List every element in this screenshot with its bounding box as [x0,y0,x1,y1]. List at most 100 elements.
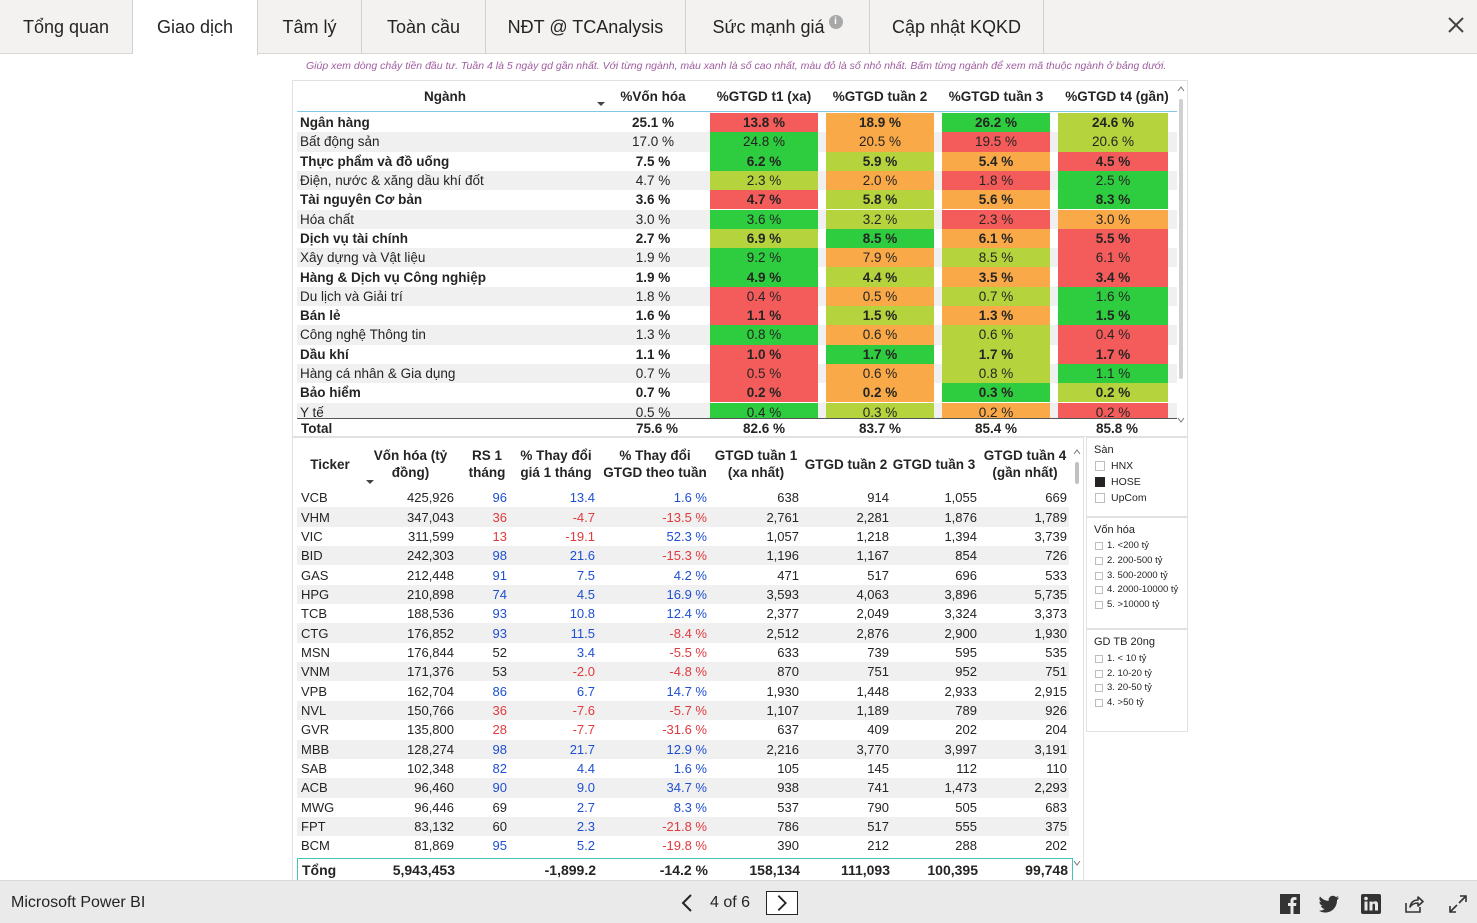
sort-desc-icon[interactable] [596,101,606,107]
sector-row[interactable]: Du lịch và Giải trí 1.8 % 0.4 % 0.5 % 0.7 % 1… [297,286,1177,306]
slicer-item-hose[interactable]: HOSE [1095,476,1141,488]
checkbox[interactable] [1095,541,1103,550]
table-row[interactable]: HPG 210,898 74 4.5 16.9 % 3,593 4,063 3,896 5,73… [297,584,1069,605]
table-row[interactable]: VPB 162,704 86 6.7 14.7 % 1,930 1,448 2,933 2,91… [297,682,1069,701]
sector-row[interactable]: Điện, nước & xăng dầu khí đốt 4.7 % 2.3 % 2… [297,170,1177,191]
col-header-pct-gia[interactable]: % Thay đổi giá 1 tháng [520,448,592,480]
cell-gtgd-t3: 854 [955,548,977,564]
checkbox[interactable] [1095,493,1105,503]
sector-row[interactable]: Dầu khí 1.1 % 1.0 % 1.7 % 1.7 % 1.7 % [297,344,1177,364]
sector-row[interactable]: Công nghệ Thông tin 1.3 % 0.8 % 0.6 % 0.6 % 0… [297,325,1177,345]
slicer-item[interactable]: 3. 20-50 tỷ [1095,682,1152,693]
checkbox[interactable] [1095,654,1103,663]
col-header-gtgd-t2[interactable]: GTGD tuần 2 [804,456,888,472]
checkbox-checked[interactable] [1095,477,1105,487]
col-header-ticker[interactable]: Ticker [310,456,350,472]
chevron-right-icon[interactable] [766,891,798,915]
slicer-item-label: 3. 20-50 tỷ [1107,682,1152,693]
sector-row[interactable]: Dịch vụ tài chính 2.7 % 6.9 % 8.5 % 6.1 % 5.5… [297,228,1177,249]
slicer-item[interactable]: 3. 500-2000 tỷ [1095,570,1168,581]
slicer-item[interactable]: 4. 2000-10000 tỷ [1095,584,1178,595]
fullscreen-icon[interactable] [1447,893,1469,915]
tab-cap-nhat-kqkd[interactable]: Cập nhật KQKD [870,0,1044,54]
col-header-nganh[interactable]: Ngành [424,88,466,104]
sector-row[interactable]: Hàng cá nhân & Gia dụng 0.7 % 0.5 % 0.6 % 0.… [297,363,1177,384]
checkbox[interactable] [1095,571,1103,580]
table-row[interactable]: BID 242,303 98 21.6 -15.3 % 1,196 1,167 854 726 [297,546,1069,566]
gtgd-cell-t2: 3.2 % [826,209,934,229]
tab-tong-quan[interactable]: Tổng quan [0,0,133,54]
table-row[interactable]: SAB 102,348 82 4.4 1.6 % 105 145 112 110 [297,759,1069,778]
sort-desc-icon[interactable] [365,479,375,485]
slicer-item[interactable]: 5. >10000 tỷ [1095,599,1160,610]
table-row[interactable]: VCB 425,926 96 13.4 1.6 % 638 914 1,055 669 [297,488,1069,507]
checkbox[interactable] [1095,600,1103,609]
sector-von-hoa: 1.6 % [635,308,671,324]
table-row[interactable]: FPT 83,132 60 2.3 -21.8 % 786 517 555 375 [297,816,1069,837]
checkbox[interactable] [1095,669,1103,678]
sector-row[interactable]: Bảo hiểm 0.7 % 0.2 % 0.2 % 0.3 % 0.2 % [297,383,1177,403]
table-row[interactable]: BCM 81,869 95 5.2 -19.8 % 390 212 288 202 [297,836,1069,855]
col-header-t3[interactable]: %GTGD tuần 3 [948,88,1044,104]
col-header-gtgd-t1[interactable]: GTGD tuần 1 (xa nhất) [714,448,798,480]
tab-tam-ly[interactable]: Tâm lý [258,0,362,54]
table-row[interactable]: ACB 96,460 90 9.0 34.7 % 938 741 1,473 2,293 [297,778,1069,798]
col-header-pct-gtgd[interactable]: % Thay đổi GTGD theo tuần [603,448,707,480]
table-row[interactable]: MSN 176,844 52 3.4 -5.5 % 633 739 595 535 [297,643,1069,662]
table-row[interactable]: NVL 150,766 36 -7.6 -5.7 % 1,107 1,189 789 926 [297,700,1069,721]
checkbox[interactable] [1095,585,1103,594]
table-row[interactable]: CTG 176,852 93 11.5 -8.4 % 2,512 2,876 2,900 1,9… [297,623,1069,643]
col-header-gtgd-t4[interactable]: GTGD tuần 4 (gần nhất) [983,448,1067,480]
checkbox[interactable] [1095,698,1103,707]
slicer-item[interactable]: 2. 200-500 tỷ [1095,555,1162,566]
sector-row[interactable]: Hàng & Dịch vụ Công nghiệp 1.9 % 4.9 % 4.4 … [297,267,1177,287]
table-row[interactable]: MWG 96,446 69 2.7 8.3 % 537 790 505 683 [297,798,1069,817]
slicer-item[interactable]: 1. < 10 tỷ [1095,653,1146,664]
matrix-scrollbar[interactable] [1177,85,1185,425]
share-icon[interactable] [1403,893,1425,915]
col-header-von-hoa[interactable]: %Vốn hóa [620,88,686,104]
col-header-von-hoa[interactable]: Vốn hóa (tỷ đồng) [373,448,448,480]
table-row[interactable]: GVR 135,800 28 -7.7 -31.6 % 637 409 202 204 [297,720,1069,739]
sector-row[interactable]: Tài nguyên Cơ bản 3.6 % 4.7 % 5.8 % 5.6 % 8.3… [297,190,1177,210]
sector-row[interactable]: Bất động sản 17.0 % 24.8 % 20.5 % 19.5 % 20.6… [297,132,1177,152]
sector-row[interactable]: Hóa chất 3.0 % 3.6 % 3.2 % 2.3 % 3.0 % [297,209,1177,229]
checkbox[interactable] [1095,556,1103,565]
sector-row[interactable]: Xây dựng và Vật liệu 1.9 % 9.2 % 7.9 % 8.5 %… [297,248,1177,268]
slicer-item[interactable]: 4. >50 tỷ [1095,697,1144,708]
col-header-t4[interactable]: %GTGD t4 (gần) [1065,88,1169,104]
tab-ndt-tcanalysis[interactable]: NĐT @ TCAnalysis [486,0,686,54]
chevron-left-icon[interactable] [676,891,700,915]
tab-suc-manh-gia[interactable]: Sức mạnh giá i [686,0,870,54]
table-row[interactable]: VHM 347,043 36 -4.7 -13.5 % 2,761 2,281 1,876 1,… [297,507,1069,527]
table-row[interactable]: VIC 311,599 13 -19.1 52.3 % 1,057 1,218 1,394 3,… [297,527,1069,546]
col-header-rs[interactable]: RS 1 tháng [468,448,506,480]
facebook-icon[interactable] [1279,893,1301,915]
linkedin-icon[interactable] [1360,893,1382,915]
slicer-item-hnx[interactable]: HNX [1095,460,1133,472]
slicer-item-upcom[interactable]: UpCom [1095,492,1147,504]
checkbox[interactable] [1095,683,1103,692]
twitter-icon[interactable] [1318,893,1340,915]
sector-row[interactable]: Y tế 0.5 % 0.4 % 0.3 % 0.2 % 0.2 % [297,402,1177,422]
slicer-item[interactable]: 2. 10-20 tỷ [1095,668,1152,679]
sector-row[interactable]: Ngân hàng 25.1 % 13.8 % 18.9 % 26.2 % 24.6 % [297,113,1177,133]
stocks-scrollbar[interactable] [1073,448,1081,868]
table-row[interactable]: TCB 188,536 93 10.8 12.4 % 2,377 2,049 3,324 3,3… [297,604,1069,623]
table-row[interactable]: GAS 212,448 91 7.5 4.2 % 471 517 696 533 [297,565,1069,584]
slicer-item[interactable]: 1. <200 tỷ [1095,540,1149,551]
tab-giao-dich[interactable]: Giao dịch [133,0,258,55]
table-row[interactable]: MBB 128,274 98 21.7 12.9 % 2,216 3,770 3,997 3,1… [297,739,1069,759]
col-header-t1[interactable]: %GTGD t1 (xa) [716,88,812,104]
checkbox[interactable] [1095,461,1105,471]
col-header-gtgd-t3[interactable]: GTGD tuần 3 [892,456,976,472]
tab-toan-cau[interactable]: Toàn cầu [362,0,486,54]
sector-row[interactable]: Bán lẻ 1.6 % 1.1 % 1.5 % 1.3 % 1.5 % [297,306,1177,326]
slicer-item-label: 4. >50 tỷ [1107,697,1144,708]
sector-row[interactable]: Thực phẩm và đồ uống 7.5 % 6.2 % 5.9 % 5.4 %… [297,151,1177,171]
close-icon[interactable] [1445,14,1467,36]
info-icon[interactable]: i [828,15,843,29]
table-row[interactable]: VNM 171,376 53 -2.0 -4.8 % 870 751 952 751 [297,662,1069,682]
col-header-t2[interactable]: %GTGD tuần 2 [832,88,928,104]
